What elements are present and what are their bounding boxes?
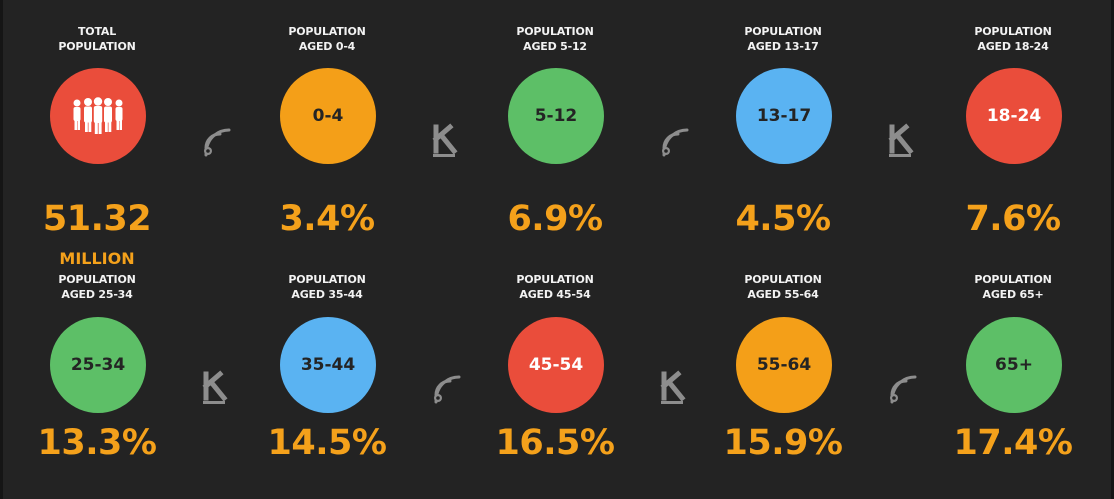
signal-icon: [653, 120, 695, 162]
k-logo-icon: [425, 120, 467, 162]
card-label-line-2: AGED 13-17: [747, 40, 819, 53]
card-label-line-1: POPULATION: [974, 273, 1052, 286]
age-55-64-circle: 55-64: [736, 317, 832, 413]
total-population-value: 51.32: [42, 199, 152, 239]
total-population-circle: [50, 68, 146, 164]
card-label-line-1: POPULATION: [288, 273, 366, 286]
age-0-4-circle: 0-4: [280, 68, 376, 164]
age-13-17-value: 4.5%: [735, 199, 831, 239]
age-55-64-value: 15.9%: [723, 423, 843, 463]
card-label-line-2: AGED 5-12: [523, 40, 587, 53]
age-5-12-circle: 5-12: [508, 68, 604, 164]
age-18-24-value: 7.6%: [965, 199, 1061, 239]
age-13-17-circle: 13-17: [736, 68, 832, 164]
age-0-4-value: 3.4%: [279, 199, 375, 239]
card-label: TOTAL POPULATION: [22, 24, 172, 54]
age-5-12-value: 6.9%: [507, 199, 603, 239]
age-25-34-value: 13.3%: [37, 423, 157, 463]
age-18-24-circle: 18-24: [966, 68, 1062, 164]
card-label: POPULATION AGED 45-54: [480, 272, 630, 302]
card-label-line-2: AGED 18-24: [977, 40, 1049, 53]
card-label-line-1: POPULATION: [516, 273, 594, 286]
card-label-line-2: AGED 0-4: [298, 40, 356, 53]
k-logo-icon: [653, 367, 695, 409]
card-label-line-1: TOTAL: [77, 25, 117, 38]
card-label-line-2: AGED 25-34: [61, 288, 133, 301]
card-label-line-2: AGED 35-44: [291, 288, 363, 301]
age-65-plus-circle: 65+: [966, 317, 1062, 413]
card-label-line-1: POPULATION: [58, 273, 136, 286]
card-label: POPULATION AGED 25-34: [22, 272, 172, 302]
card-label-line-2: AGED 45-54: [519, 288, 591, 301]
card-label-line-2: POPULATION: [58, 40, 136, 53]
people-icon: [73, 97, 123, 134]
age-35-44-circle: 35-44: [280, 317, 376, 413]
signal-icon: [881, 367, 923, 409]
age-45-54-value: 16.5%: [495, 423, 615, 463]
k-logo-icon: [881, 120, 923, 162]
age-35-44-value: 14.5%: [267, 423, 387, 463]
k-logo-icon: [195, 367, 237, 409]
card-label: POPULATION AGED 55-64: [708, 272, 858, 302]
card-label-line-1: POPULATION: [744, 25, 822, 38]
card-label: POPULATION AGED 35-44: [252, 272, 402, 302]
age-65-plus-value: 17.4%: [953, 423, 1073, 463]
card-label: POPULATION AGED 5-12: [480, 24, 630, 54]
card-label: POPULATION AGED 13-17: [708, 24, 858, 54]
card-label-line-2: AGED 65+: [982, 288, 1044, 301]
signal-icon: [425, 367, 467, 409]
age-45-54-circle: 45-54: [508, 317, 604, 413]
total-population-unit: MILLION: [59, 249, 135, 268]
card-label-line-1: POPULATION: [288, 25, 366, 38]
card-label-line-1: POPULATION: [516, 25, 594, 38]
card-label-line-1: POPULATION: [974, 25, 1052, 38]
card-label: POPULATION AGED 65+: [938, 272, 1088, 302]
card-label-line-1: POPULATION: [744, 273, 822, 286]
age-25-34-circle: 25-34: [50, 317, 146, 413]
signal-icon: [195, 120, 237, 162]
card-label: POPULATION AGED 0-4: [252, 24, 402, 54]
card-label: POPULATION AGED 18-24: [938, 24, 1088, 54]
card-label-line-2: AGED 55-64: [747, 288, 819, 301]
